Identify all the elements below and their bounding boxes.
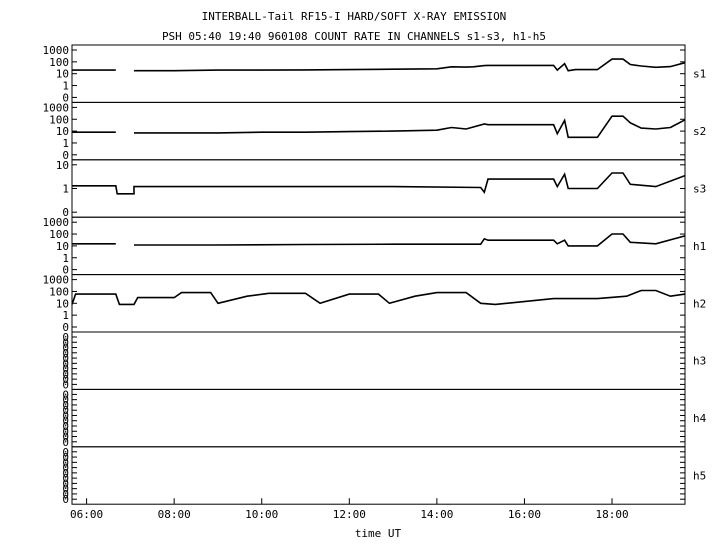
series-line-s1 — [72, 58, 686, 72]
x-tick-label: 14:00 — [420, 508, 453, 521]
y-tick-label-h1: 1000 — [43, 216, 70, 229]
channel-label-h5: h5 — [693, 470, 706, 483]
x-tick-label: 12:00 — [333, 508, 366, 521]
y-tick-label-h1: 10 — [56, 240, 69, 253]
panel-frame-h3 — [71, 331, 686, 390]
y-tick-label-h2: 100 — [49, 285, 69, 298]
y-tick-label-h5: 0 — [62, 446, 69, 459]
y-tick-label-h3: 0 — [62, 352, 69, 365]
y-tick-label-h4: 0 — [62, 431, 69, 444]
panel-frame-s1 — [71, 44, 686, 103]
channel-label-h1: h1 — [693, 240, 706, 253]
y-tick-label-h4: 0 — [62, 425, 69, 438]
x-tick-label: 10:00 — [245, 508, 278, 521]
panel-frame-h2 — [71, 274, 686, 333]
y-tick-label-s2: 10 — [56, 125, 69, 138]
x-tick-label: 08:00 — [158, 508, 191, 521]
y-tick-label-h1: 0 — [62, 264, 69, 277]
channel-label-h3: h3 — [693, 355, 706, 368]
y-tick-label-h3: 0 — [62, 331, 69, 344]
series-line-s3 — [72, 172, 686, 195]
y-tick-label-s2: 1000 — [43, 101, 70, 114]
y-tick-label-h5: 0 — [62, 467, 69, 480]
y-tick-label-h4: 0 — [62, 409, 69, 422]
x-axis-label: time UT — [355, 527, 402, 540]
x-tick-label: 16:00 — [508, 508, 541, 521]
series-line-s2 — [72, 115, 686, 139]
channel-label-h2: h2 — [693, 297, 706, 310]
y-tick-label-h4: 0 — [62, 420, 69, 433]
y-tick-label-h3: 0 — [62, 357, 69, 370]
y-tick-label-s3: 1 — [62, 183, 69, 196]
y-tick-label-h3: 0 — [62, 378, 69, 391]
y-tick-label-h5: 0 — [62, 483, 69, 496]
y-tick-label-s1: 0 — [62, 91, 69, 104]
y-tick-label-h3: 0 — [62, 347, 69, 360]
y-tick-label-h4: 0 — [62, 388, 69, 401]
y-tick-label-s3: 10 — [56, 159, 69, 172]
y-tick-label-h3: 0 — [62, 373, 69, 386]
chart-subtitle: PSH 05:40 19:40 960108 COUNT RATE IN CHA… — [162, 30, 546, 43]
y-tick-label-h5: 0 — [62, 493, 69, 506]
y-tick-label-s1: 100 — [49, 56, 69, 69]
x-tick-label: 18:00 — [595, 508, 628, 521]
y-tick-label-s1: 10 — [56, 68, 69, 81]
y-tick-label-s1: 1000 — [43, 44, 70, 57]
y-tick-label-s2: 0 — [62, 149, 69, 162]
panels-group: 10001001010s110001001010s21010s310001001… — [43, 44, 707, 521]
panel-frame-h4 — [71, 388, 686, 448]
panel-frame-h5 — [71, 446, 686, 505]
y-tick-label-h5: 0 — [62, 488, 69, 501]
channel-label-s2: s2 — [693, 125, 706, 138]
y-tick-label-h4: 0 — [62, 394, 69, 407]
y-tick-label-h4: 0 — [62, 404, 69, 417]
channel-label-s1: s1 — [693, 68, 706, 81]
y-tick-label-h2: 1 — [62, 309, 69, 322]
y-tick-label-h5: 0 — [62, 472, 69, 485]
y-tick-label-h3: 0 — [62, 368, 69, 381]
y-tick-label-h3: 0 — [62, 342, 69, 355]
y-tick-label-h5: 0 — [62, 451, 69, 464]
y-tick-label-h3: 0 — [62, 336, 69, 349]
series-line-h1 — [72, 233, 686, 247]
y-tick-label-h5: 0 — [62, 456, 69, 469]
series-line-h2 — [71, 289, 686, 306]
y-tick-label-h3: 0 — [62, 363, 69, 376]
y-tick-label-h1: 100 — [49, 228, 69, 241]
y-tick-label-s3: 0 — [62, 206, 69, 219]
y-tick-label-h4: 0 — [62, 436, 69, 449]
y-tick-label-h5: 0 — [62, 462, 69, 475]
y-tick-label-s2: 100 — [49, 113, 69, 126]
y-tick-label-h2: 1000 — [43, 274, 70, 287]
y-tick-label-s1: 1 — [62, 80, 69, 93]
channel-label-h4: h4 — [693, 412, 707, 425]
channel-label-s3: s3 — [693, 183, 706, 196]
y-tick-label-h5: 0 — [62, 477, 69, 490]
y-tick-label-h4: 0 — [62, 415, 69, 428]
y-tick-label-h2: 10 — [56, 297, 69, 310]
y-tick-label-h2: 0 — [62, 321, 69, 334]
y-tick-label-h4: 0 — [62, 399, 69, 412]
x-tick-label: 06:00 — [70, 508, 103, 521]
y-tick-label-s2: 1 — [62, 137, 69, 150]
chart-title: INTERBALL-Tail RF15-I HARD/SOFT X-RAY EM… — [202, 10, 507, 23]
y-tick-label-h1: 1 — [62, 252, 69, 265]
